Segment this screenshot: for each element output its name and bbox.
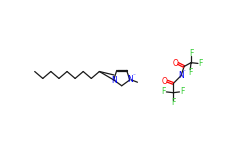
Text: N: N (128, 75, 133, 84)
Text: ⁻: ⁻ (132, 74, 135, 79)
Text: F: F (180, 87, 184, 96)
Text: F: F (189, 49, 193, 58)
Text: O: O (162, 77, 168, 86)
Text: F: F (188, 68, 192, 77)
Text: F: F (161, 87, 166, 96)
Text: ⁻: ⁻ (183, 70, 186, 75)
Text: O: O (173, 59, 179, 68)
Text: F: F (198, 59, 203, 68)
Text: F: F (171, 98, 175, 107)
Text: N: N (178, 71, 184, 80)
Text: N: N (111, 76, 117, 85)
